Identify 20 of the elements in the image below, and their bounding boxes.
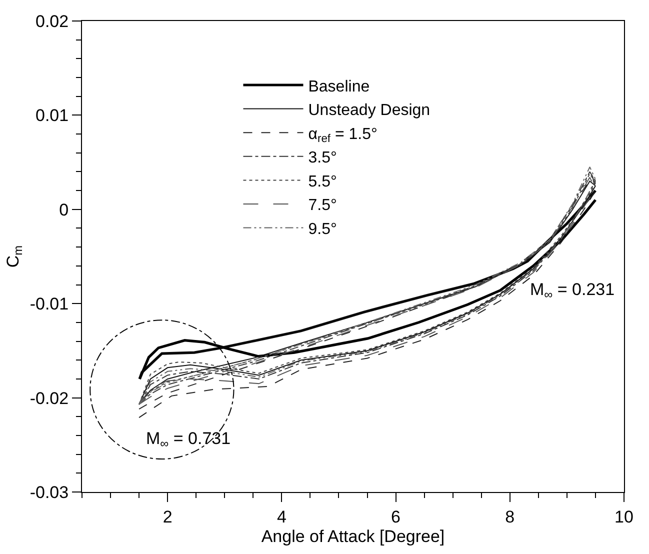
y-tick-label: 0.01 <box>36 106 69 126</box>
y-tick-label: -0.03 <box>30 482 69 502</box>
legend-label: α$_{ref}$ = 1.5° <box>308 126 378 146</box>
legend-label: 5.5° <box>308 173 337 190</box>
x-tick-label: 8 <box>505 507 515 526</box>
legend-label: Baseline <box>308 78 370 96</box>
annotation: M$_{∞}$ = 0.731 <box>146 429 231 451</box>
y-tick-label: -0.01 <box>30 294 69 314</box>
y-tick-label: 0.02 <box>36 12 69 31</box>
legend-label: 9.5° <box>308 221 337 238</box>
x-axis-title: Angle of Attack [Degree] <box>261 526 445 546</box>
x-tick-label: 2 <box>162 507 172 526</box>
y-tick-label: 0 <box>59 200 69 220</box>
x-tick-label: 6 <box>391 507 401 526</box>
x-tick-label: 4 <box>276 507 286 526</box>
legend-label: 3.5° <box>308 150 337 167</box>
y-tick-label: -0.02 <box>30 388 69 408</box>
legend-label: Unsteady Design <box>308 102 430 120</box>
x-tick-label: 10 <box>614 507 634 526</box>
annotation: M$_{∞}$ = 0.231 <box>530 280 615 302</box>
